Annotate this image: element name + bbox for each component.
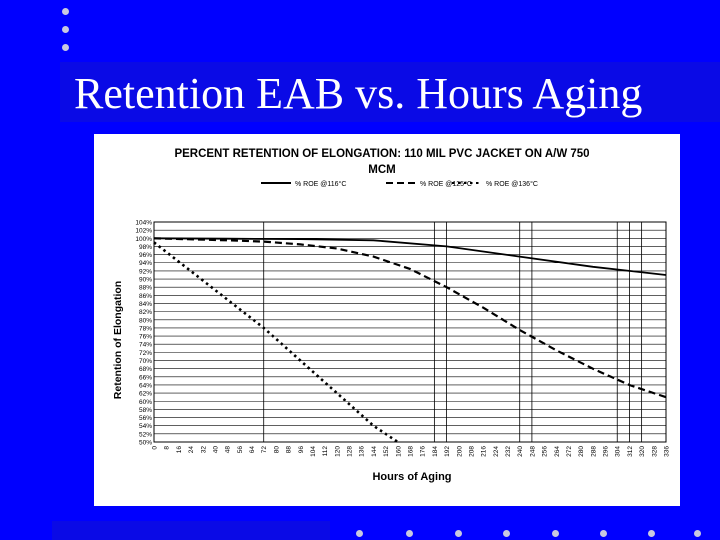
y-tick-label: 92% bbox=[139, 268, 152, 275]
y-tick-label: 74% bbox=[139, 342, 152, 349]
y-tick-label: 52% bbox=[139, 431, 152, 438]
x-tick-label: 104 bbox=[310, 446, 317, 457]
chart-title-line2: MCM bbox=[368, 164, 395, 176]
x-axis-label: Hours of Aging bbox=[372, 471, 451, 483]
x-tick-label: 48 bbox=[225, 446, 232, 454]
x-tick-label: 16 bbox=[176, 446, 183, 454]
x-tick-label: 8 bbox=[164, 446, 171, 450]
x-tick-label: 336 bbox=[664, 446, 671, 457]
x-tick-label: 80 bbox=[273, 446, 280, 454]
title-band bbox=[60, 62, 720, 122]
x-tick-label: 0 bbox=[152, 446, 159, 450]
x-tick-label: 32 bbox=[200, 446, 207, 454]
bullet-dot bbox=[648, 530, 655, 537]
y-tick-label: 90% bbox=[139, 277, 152, 284]
x-tick-label: 256 bbox=[542, 446, 549, 457]
bullet-dot bbox=[62, 8, 69, 15]
chart-title: PERCENT RETENTION OF ELONGATION: 110 MIL… bbox=[174, 148, 589, 160]
x-tick-label: 192 bbox=[444, 446, 451, 457]
x-tick-label: 176 bbox=[420, 446, 427, 457]
y-tick-label: 96% bbox=[139, 252, 152, 259]
y-tick-label: 78% bbox=[139, 325, 152, 332]
x-tick-label: 288 bbox=[590, 446, 597, 457]
y-tick-label: 62% bbox=[139, 391, 152, 398]
y-tick-label: 94% bbox=[139, 260, 152, 267]
x-tick-label: 152 bbox=[383, 446, 390, 457]
x-tick-label: 64 bbox=[249, 446, 256, 454]
x-tick-label: 40 bbox=[212, 446, 219, 454]
x-tick-label: 96 bbox=[298, 446, 305, 454]
legend-label: % ROE @116°C bbox=[295, 180, 346, 188]
bullet-dot bbox=[62, 44, 69, 51]
bullet-dot bbox=[503, 530, 510, 537]
y-tick-label: 68% bbox=[139, 366, 152, 373]
x-tick-label: 128 bbox=[347, 446, 354, 457]
legend-label: % ROE @136°C bbox=[486, 180, 538, 188]
x-tick-label: 320 bbox=[639, 446, 646, 457]
x-tick-label: 272 bbox=[566, 446, 573, 457]
y-tick-label: 102% bbox=[135, 228, 152, 235]
x-tick-label: 200 bbox=[456, 446, 463, 457]
legend-label: % ROE @125°C bbox=[420, 180, 472, 188]
x-tick-label: 168 bbox=[408, 446, 415, 457]
x-tick-label: 208 bbox=[468, 446, 475, 457]
bullet-dot bbox=[600, 530, 607, 537]
series-line bbox=[153, 237, 667, 399]
x-tick-label: 144 bbox=[371, 446, 378, 457]
bullet-dot bbox=[356, 530, 363, 537]
bullet-dot bbox=[694, 530, 701, 537]
y-tick-label: 86% bbox=[139, 293, 152, 300]
x-tick-label: 232 bbox=[505, 446, 512, 457]
x-tick-label: 328 bbox=[651, 446, 658, 457]
x-tick-label: 296 bbox=[603, 446, 610, 457]
y-tick-label: 54% bbox=[139, 423, 152, 430]
x-tick-label: 24 bbox=[188, 446, 195, 454]
y-tick-label: 70% bbox=[139, 358, 152, 365]
x-tick-label: 160 bbox=[395, 446, 402, 457]
y-tick-label: 64% bbox=[139, 382, 152, 389]
bullet-dot bbox=[62, 26, 69, 33]
y-tick-label: 80% bbox=[139, 317, 152, 324]
x-tick-label: 240 bbox=[517, 446, 524, 457]
y-tick-label: 56% bbox=[139, 415, 152, 422]
bottom-bar bbox=[52, 521, 330, 540]
slide-title: Retention EAB vs. Hours Aging bbox=[74, 69, 643, 118]
chart-panel: PERCENT RETENTION OF ELONGATION: 110 MIL… bbox=[94, 134, 680, 506]
y-tick-label: 58% bbox=[139, 407, 152, 414]
y-tick-label: 82% bbox=[139, 309, 152, 316]
x-tick-label: 72 bbox=[261, 446, 268, 454]
y-axis-label: Retention of Elongation bbox=[112, 281, 124, 399]
bullet-dot bbox=[552, 530, 559, 537]
y-tick-label: 66% bbox=[139, 374, 152, 381]
x-tick-label: 280 bbox=[578, 446, 585, 457]
x-tick-label: 184 bbox=[432, 446, 439, 457]
y-tick-label: 100% bbox=[135, 236, 152, 243]
x-tick-label: 136 bbox=[359, 446, 366, 457]
y-tick-label: 72% bbox=[139, 350, 152, 357]
plot-area bbox=[153, 221, 667, 443]
retention-chart: PERCENT RETENTION OF ELONGATION: 110 MIL… bbox=[112, 148, 671, 483]
x-tick-label: 312 bbox=[627, 446, 634, 457]
x-tick-label: 264 bbox=[554, 446, 561, 457]
x-tick-label: 120 bbox=[334, 446, 341, 457]
y-tick-label: 84% bbox=[139, 301, 152, 308]
y-tick-label: 104% bbox=[135, 220, 152, 227]
x-tick-label: 248 bbox=[529, 446, 536, 457]
series-line bbox=[153, 237, 667, 276]
x-tick-label: 56 bbox=[237, 446, 244, 454]
bullet-dot bbox=[455, 530, 462, 537]
y-tick-label: 50% bbox=[139, 440, 152, 447]
x-tick-label: 304 bbox=[615, 446, 622, 457]
y-tick-label: 98% bbox=[139, 244, 152, 251]
y-tick-label: 60% bbox=[139, 399, 152, 406]
series-line bbox=[153, 241, 399, 444]
x-tick-label: 224 bbox=[493, 446, 500, 457]
y-tick-label: 76% bbox=[139, 334, 152, 341]
bullet-dot bbox=[406, 530, 413, 537]
y-tick-label: 88% bbox=[139, 285, 152, 292]
x-tick-label: 88 bbox=[286, 446, 293, 454]
x-tick-label: 216 bbox=[481, 446, 488, 457]
x-tick-label: 112 bbox=[322, 446, 329, 457]
